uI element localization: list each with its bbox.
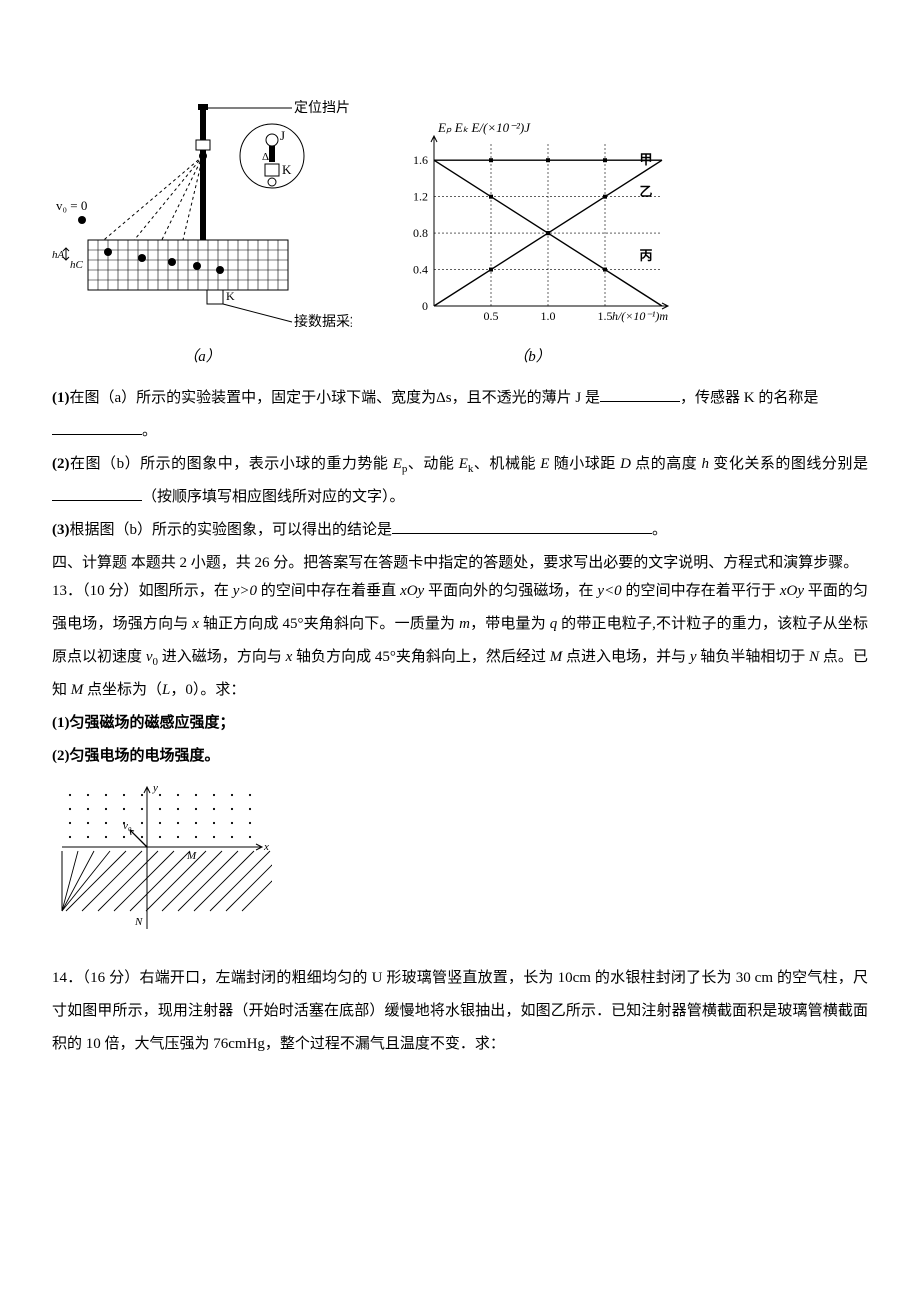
q13-t14: ，0）。求： [170, 682, 245, 698]
q2-blank[interactable] [52, 488, 142, 502]
label-hc: hC [70, 259, 84, 271]
q13-yax: y [690, 649, 697, 665]
q13-xax: x [192, 616, 199, 632]
svg-text:x: x [263, 841, 269, 853]
q1-prefix: (1) [52, 390, 70, 406]
q2-t5: 点的高度 [631, 456, 702, 472]
q1-blank1[interactable] [600, 389, 680, 403]
q13-t5: 轴正方向成 45°夹角斜向下。一质量为 [199, 616, 459, 632]
q13-t10: 点进入电场，并与 [562, 649, 690, 665]
label-v0: v₀ = 0 [56, 198, 87, 213]
q2-t3: 、机械能 [473, 456, 540, 472]
svg-text:1.5: 1.5 [598, 309, 613, 323]
figure-a: 定位挡片 J Δs K v₀ = 0 [52, 100, 352, 368]
q2-t2: 、动能 [407, 456, 458, 472]
svg-text:K: K [226, 289, 235, 303]
q13-head: 13．（10 分）如图所示，在 [52, 583, 233, 599]
q13-figure: y x v₀ M N [52, 779, 868, 952]
q3-t1: 根据图（b）所示的实验图象，可以得出的结论是 [70, 522, 393, 538]
q13-xoy1: xOy [400, 583, 424, 599]
q2-hv: h [702, 456, 710, 472]
svg-text:0: 0 [422, 299, 428, 313]
q13-mv: m [459, 616, 470, 632]
q13-t8: 进入磁场，方向与 [158, 649, 286, 665]
svg-text:0.8: 0.8 [413, 226, 428, 240]
q13-xoy2: xOy [780, 583, 804, 599]
q2-t7: （按顺序填写相应图线所对应的文字）。 [142, 489, 405, 505]
svg-text:h/(×10⁻¹)m: h/(×10⁻¹)m [612, 309, 668, 323]
q13-y0b: y<0 [597, 583, 621, 599]
question-14: 14．（16 分）右端开口，左端封闭的粗细均匀的 U 形玻璃管竖直放置，长为 1… [52, 962, 868, 1061]
q2-ek: E [459, 456, 468, 472]
q1-t2: ，传感器 K 的名称是 [680, 390, 818, 406]
q13-mpt: M [550, 649, 563, 665]
svg-text:N: N [134, 916, 143, 928]
svg-text:y: y [152, 782, 158, 794]
svg-text:甲: 甲 [640, 152, 653, 167]
question-13: 13．（10 分）如图所示，在 y>0 的空间中存在着垂直 xOy 平面向外的匀… [52, 575, 868, 707]
label-ds: Δs [262, 151, 273, 163]
label-ha: hA [52, 249, 65, 261]
question-1b: 。 [52, 415, 868, 448]
q2-t4: 随小球距 [549, 456, 620, 472]
figure-a-caption: （a） [52, 347, 352, 368]
svg-text:丙: 丙 [640, 248, 653, 263]
svg-text:1.6: 1.6 [413, 153, 428, 167]
q2-ep: E [393, 456, 402, 472]
section-4-header: 四、计算题 本题共 2 小题，共 26 分。把答案写在答题卡中指定的答题处，要求… [52, 551, 868, 575]
label-top: 定位挡片 [294, 100, 350, 116]
q13-t11: 轴负半轴相切于 [697, 649, 810, 665]
label-k: K [282, 162, 292, 177]
q2-t1: 在图（b）所示的图象中，表示小球的重力势能 [70, 456, 393, 472]
q13-t3: 的空间中存在着平行于 [622, 583, 780, 599]
q13-t6: ，带电量为 [470, 616, 550, 632]
svg-text:v₀: v₀ [123, 820, 132, 832]
q2-dpt: D [620, 456, 631, 472]
q1-t1: 在图（a）所示的实验装置中，固定于小球下端、宽度为Δs，且不透光的薄片 J 是 [70, 390, 600, 406]
q3-prefix: (3) [52, 522, 70, 538]
q3-blank[interactable] [392, 521, 652, 535]
q2-t6: 变化关系的图线分别是 [709, 456, 868, 472]
q13-y0a: y>0 [233, 583, 257, 599]
svg-text:1.2: 1.2 [413, 190, 428, 204]
svg-text:0.5: 0.5 [484, 309, 499, 323]
figure-b: Eₚ Eₖ E/(×10⁻²)J 0 0.4 0.8 1.2 1.6 0.5 1.0 1.5h/… [392, 120, 672, 368]
q13-sub1: (1)匀强磁场的磁感应强度； [52, 707, 868, 740]
svg-text:乙: 乙 [640, 184, 653, 199]
q13-v0: v [146, 649, 153, 665]
q13-npt: N [809, 649, 819, 665]
q13-mpt2: M [71, 682, 84, 698]
label-bottom: 接数据采集 [294, 313, 352, 330]
label-j: J [280, 128, 285, 143]
svg-text:M: M [186, 850, 197, 862]
q13-t1: 的空间中存在着垂直 [257, 583, 400, 599]
figure-b-caption: （b） [392, 347, 672, 368]
svg-text:0.4: 0.4 [413, 263, 428, 277]
figure-row: 定位挡片 J Δs K v₀ = 0 [52, 100, 868, 368]
q13-t13: 点坐标为（ [83, 682, 162, 698]
q13-t2: 平面向外的匀强磁场，在 [424, 583, 597, 599]
q1-t3: 。 [142, 423, 157, 439]
question-2: (2)在图（b）所示的图象中，表示小球的重力势能 Ep、动能 Ek、机械能 E … [52, 448, 868, 514]
svg-text:1.0: 1.0 [541, 309, 556, 323]
q13-sub2: (2)匀强电场的电场强度。 [52, 740, 868, 773]
q2-prefix: (2) [52, 456, 70, 472]
question-3: (3)根据图（b）所示的实验图象，可以得出的结论是 。 [52, 514, 868, 547]
q3-t2: 。 [652, 522, 667, 538]
q1-blank2[interactable] [52, 422, 142, 436]
svg-text:Eₚ Eₖ E/(×10⁻²)J: Eₚ Eₖ E/(×10⁻²)J [437, 120, 531, 135]
q13-t9: 轴负方向成 45°夹角斜向上，然后经过 [292, 649, 549, 665]
question-1: (1)在图（a）所示的实验装置中，固定于小球下端、宽度为Δs，且不透光的薄片 J… [52, 382, 868, 415]
